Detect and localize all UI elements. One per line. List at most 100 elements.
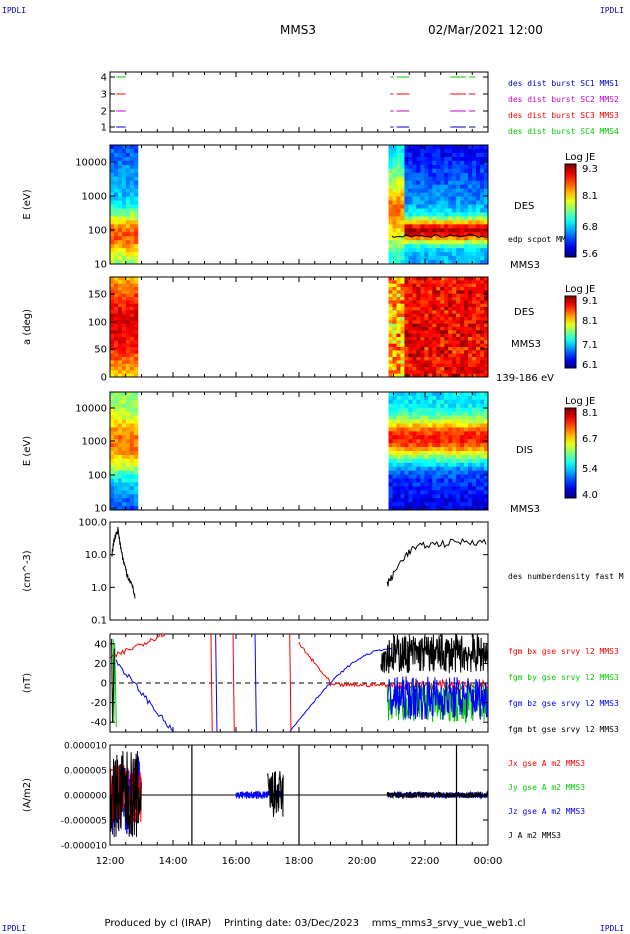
spectrogram-cell bbox=[408, 399, 413, 405]
spectrogram-cell bbox=[113, 236, 119, 241]
spectrogram-cell bbox=[416, 323, 421, 328]
spectrogram-cell bbox=[428, 260, 433, 265]
spectrogram-cell bbox=[129, 333, 135, 338]
spectrogram-cell bbox=[404, 447, 409, 452]
spectrogram-cell bbox=[133, 327, 139, 331]
spectrogram-cell bbox=[444, 232, 449, 237]
spectrogram-cell bbox=[464, 313, 469, 318]
spectrogram-cell bbox=[440, 307, 445, 311]
spectrogram-cell bbox=[117, 244, 123, 249]
spectrogram-cell bbox=[468, 399, 473, 405]
spectrogram-cell bbox=[480, 373, 485, 378]
spectrogram-cell bbox=[484, 458, 489, 464]
spectrogram-cell bbox=[456, 236, 461, 241]
spectrogram-cell bbox=[428, 323, 433, 328]
spectrogram-cell bbox=[113, 498, 119, 503]
spectrogram-cell bbox=[412, 160, 417, 166]
spectrogram-cell bbox=[444, 240, 449, 245]
spectrogram-cell bbox=[464, 152, 469, 158]
spectrogram-cell bbox=[468, 287, 473, 291]
spectrogram-cell bbox=[113, 310, 119, 315]
spectrogram-cell bbox=[121, 232, 127, 237]
spectrogram-cell bbox=[428, 313, 433, 318]
spectrogram-cell bbox=[113, 277, 119, 281]
spectrogram-cell bbox=[404, 490, 409, 495]
spectrogram-cell bbox=[117, 320, 123, 325]
spectrogram-cell bbox=[468, 320, 473, 325]
spectrogram-cell bbox=[129, 494, 135, 499]
spectrogram-cell bbox=[408, 176, 413, 182]
spectrogram-cell bbox=[448, 307, 453, 311]
spectrogram-cell bbox=[396, 395, 401, 401]
spectrogram-cell bbox=[448, 363, 453, 368]
spectrogram-cell bbox=[460, 451, 465, 456]
spectrogram-cell bbox=[424, 300, 429, 305]
spectrogram-cell bbox=[133, 176, 139, 182]
spectrogram-cell bbox=[121, 224, 127, 229]
spectrogram-cell bbox=[420, 333, 425, 338]
spectrogram-cell bbox=[400, 490, 405, 495]
spectrogram-cell bbox=[404, 506, 409, 511]
spectrogram-cell bbox=[121, 423, 127, 428]
spectrogram-cell bbox=[396, 216, 401, 221]
spectrogram-cell bbox=[444, 277, 449, 281]
spectrogram-cell bbox=[476, 277, 481, 281]
spectrogram-cell bbox=[472, 458, 477, 464]
spectrogram-cell bbox=[440, 403, 445, 409]
spectrogram-cell bbox=[404, 470, 409, 475]
spectrogram-cell bbox=[484, 287, 489, 291]
spectrogram-cell bbox=[428, 280, 433, 285]
spectrogram-cell bbox=[392, 411, 397, 416]
spectrogram-cell bbox=[484, 502, 489, 507]
spectrogram-cell bbox=[129, 470, 135, 475]
spectrogram-cell bbox=[388, 192, 393, 197]
spectrogram-cell bbox=[452, 208, 457, 213]
spectrogram-cell bbox=[125, 200, 131, 205]
spectrogram-cell bbox=[416, 277, 421, 281]
spectrogram-cell bbox=[392, 415, 397, 420]
spectrogram-cell bbox=[400, 330, 405, 335]
spectrogram-cell bbox=[110, 415, 115, 420]
spectrogram-cell bbox=[388, 466, 393, 472]
spectrogram-cell bbox=[133, 204, 139, 209]
spectrogram-cell bbox=[440, 474, 445, 479]
spectrogram-cell bbox=[480, 160, 485, 166]
spectrogram-cell bbox=[468, 474, 473, 479]
spectrogram-cell bbox=[117, 337, 123, 341]
spectrogram-cell bbox=[129, 216, 135, 221]
spectrogram-cell bbox=[448, 160, 453, 166]
spectrogram-cell bbox=[440, 360, 445, 365]
spectrogram-cell bbox=[476, 283, 481, 288]
spectrogram-cell bbox=[472, 164, 477, 170]
spectrogram-cell bbox=[110, 310, 115, 315]
spectrogram-cell bbox=[388, 290, 393, 295]
spectrogram-cell bbox=[472, 373, 477, 378]
spectrogram-cell bbox=[452, 506, 457, 511]
spectrogram-cell bbox=[460, 360, 465, 365]
spectrogram-cell bbox=[480, 290, 485, 295]
spectrogram-cell bbox=[113, 228, 119, 233]
spectrogram-cell bbox=[117, 367, 123, 371]
spectrogram-cell bbox=[444, 283, 449, 288]
spectrogram-cell bbox=[424, 367, 429, 371]
spectrogram-cell bbox=[129, 283, 135, 288]
spectrogram-cell bbox=[448, 333, 453, 338]
spectrogram-cell bbox=[110, 423, 115, 428]
spectrogram-cell bbox=[476, 196, 481, 201]
spectrogram-cell bbox=[121, 297, 127, 301]
spectrogram-cell bbox=[448, 357, 453, 361]
spectrogram-cell bbox=[420, 373, 425, 378]
spectrogram-cell bbox=[121, 148, 127, 154]
spectrogram-cell bbox=[129, 184, 135, 190]
spectrogram-cell bbox=[412, 310, 417, 315]
spectrogram-cell bbox=[440, 180, 445, 186]
spectrogram-cell bbox=[460, 370, 465, 375]
spectrogram-cell bbox=[472, 156, 477, 162]
spectrogram-cell bbox=[432, 330, 437, 335]
spectrogram-cell bbox=[452, 427, 457, 432]
spectrogram-cell bbox=[392, 156, 397, 162]
spectrogram-cell bbox=[408, 212, 413, 217]
spectrogram-cell bbox=[400, 200, 405, 205]
spectrogram-cell bbox=[113, 176, 119, 182]
